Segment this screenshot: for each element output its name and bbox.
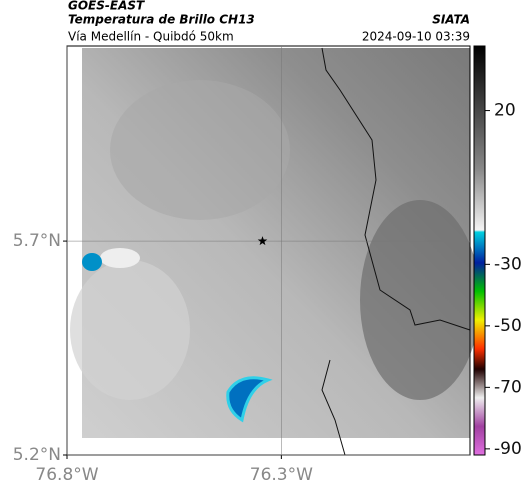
source: GOES-EAST: [68, 0, 145, 13]
colorbar-tick-label: 20: [494, 101, 516, 121]
colorbar: [473, 45, 486, 456]
y-tick-label: 5.2°N: [13, 445, 61, 465]
title: Temperatura de Brillo CH13: [68, 13, 255, 27]
subtitle: Vía Medellín - Quibdó 50km: [68, 30, 234, 44]
x-tick-label: 76.3°W: [250, 465, 313, 485]
colorbar-tick-label: -90: [494, 439, 522, 459]
satellite-image: [70, 47, 480, 456]
datetime: 2024-09-10 03:39: [362, 30, 470, 44]
colorbar-tick-label: -50: [494, 316, 522, 336]
x-tick-label: 76.8°W: [35, 465, 98, 485]
org: SIATA: [432, 13, 470, 27]
colorbar-tick-label: -30: [494, 254, 522, 274]
location-marker: [257, 236, 268, 246]
y-tick-label: 5.7°N: [13, 231, 61, 251]
colorbar-tick-label: -70: [494, 377, 522, 397]
